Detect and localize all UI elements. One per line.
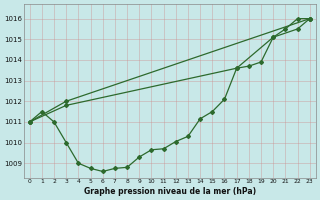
X-axis label: Graphe pression niveau de la mer (hPa): Graphe pression niveau de la mer (hPa) bbox=[84, 187, 256, 196]
